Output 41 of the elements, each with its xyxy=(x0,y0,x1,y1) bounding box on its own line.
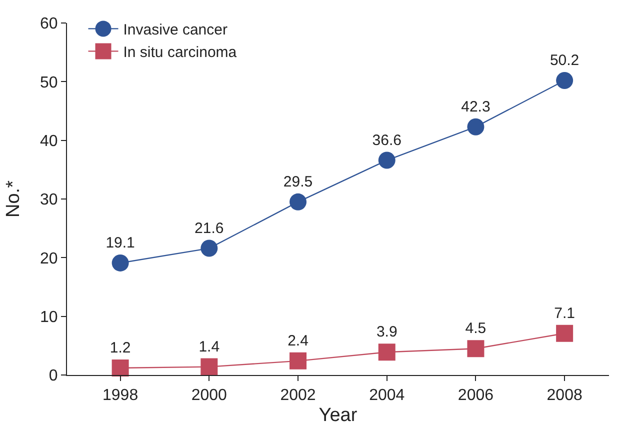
data-label: 21.6 xyxy=(194,220,224,237)
data-label: 4.5 xyxy=(465,320,486,338)
legend-label: In situ carcinoma xyxy=(123,44,238,62)
point xyxy=(378,344,396,361)
legend-label: Invasive cancer xyxy=(123,22,228,39)
x-tick-label: 2006 xyxy=(458,387,494,404)
y-tick-label: 50 xyxy=(40,74,58,92)
y-tick-label: 30 xyxy=(40,192,58,209)
y-tick-label: 40 xyxy=(40,132,58,150)
point xyxy=(556,72,574,89)
point xyxy=(112,359,129,376)
y-axis-title: No.* xyxy=(2,180,24,218)
y-tick-label: 0 xyxy=(48,368,58,385)
data-label: 7.1 xyxy=(554,304,575,322)
point xyxy=(378,152,396,169)
data-label: 50.2 xyxy=(550,52,580,70)
point xyxy=(290,193,307,210)
data-label: 1.4 xyxy=(198,338,220,356)
data-label: 1.2 xyxy=(110,340,131,357)
x-tick-label: 1998 xyxy=(102,387,138,404)
point xyxy=(112,254,129,272)
y-tick-label: 20 xyxy=(40,250,58,268)
data-label: 29.5 xyxy=(283,174,313,191)
y-tick-label: 10 xyxy=(40,308,58,326)
x-tick-label: 2008 xyxy=(546,387,582,404)
y-tick-label: 60 xyxy=(40,16,58,33)
x-axis-title: Year xyxy=(318,405,358,426)
x-tick-label: 2002 xyxy=(280,387,316,404)
point xyxy=(290,352,307,370)
point xyxy=(200,358,218,376)
x-tick-label: 2000 xyxy=(191,387,228,404)
point xyxy=(467,118,484,136)
point xyxy=(200,240,218,257)
data-label: 2.4 xyxy=(288,332,308,350)
point xyxy=(467,340,484,358)
data-label: 36.6 xyxy=(372,132,402,149)
point xyxy=(556,324,574,342)
data-label: 19.1 xyxy=(106,234,135,252)
data-label: 42.3 xyxy=(461,98,490,116)
data-label: 3.9 xyxy=(376,324,398,341)
x-tick-label: 2004 xyxy=(369,387,405,404)
